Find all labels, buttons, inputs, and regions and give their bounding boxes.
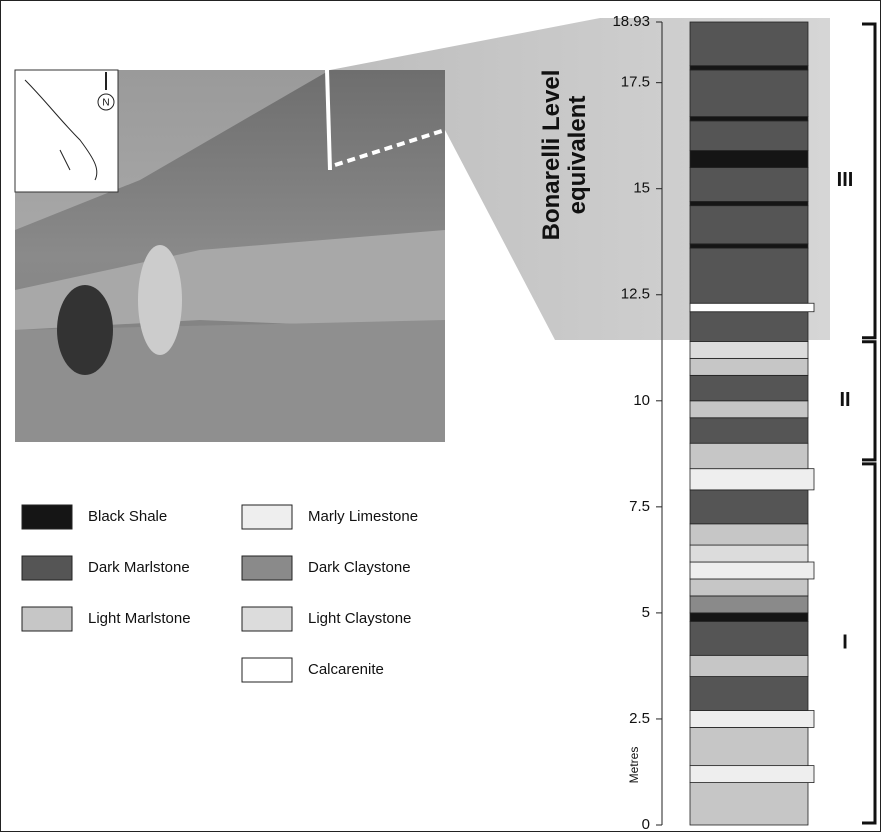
bed: [690, 766, 814, 783]
y-tick-label: 10: [633, 392, 650, 409]
bed: [690, 206, 808, 244]
legend-swatch: [22, 607, 72, 631]
unit-bracket: [862, 464, 875, 823]
bed: [690, 710, 814, 727]
bed: [690, 117, 808, 121]
bed: [690, 201, 808, 205]
bed: [690, 443, 808, 468]
figure: N Bonarelli Levelequivalent Metres 0 2.5 5…: [0, 0, 881, 832]
bed: [690, 727, 808, 765]
photo: N: [15, 70, 445, 442]
bed: [690, 121, 808, 151]
legend-label: Calcarenite: [308, 661, 384, 678]
unit-label: I: [842, 632, 848, 654]
y-tick-label: 18.93: [612, 13, 650, 30]
y-tick-label: 7.5: [629, 498, 650, 515]
bed: [690, 151, 808, 168]
legend-label: Light Marlstone: [88, 610, 191, 627]
bed: [690, 596, 808, 613]
bed: [690, 545, 808, 562]
bed: [690, 312, 808, 342]
legend-swatch: [242, 658, 292, 682]
bed: [690, 70, 808, 117]
north-label: N: [102, 98, 109, 109]
bed: [690, 418, 808, 443]
legend-swatch: [22, 505, 72, 529]
bed: [690, 66, 808, 70]
bed: [690, 579, 808, 596]
unit-bracket: [862, 24, 875, 338]
bed: [690, 783, 808, 825]
bed: [690, 562, 814, 579]
legend-swatch: [22, 556, 72, 580]
bed: [690, 677, 808, 711]
bed: [690, 524, 808, 545]
bed: [690, 655, 808, 676]
bed: [690, 167, 808, 201]
legend-label: Marly Limestone: [308, 508, 418, 525]
y-tick-label: 12.5: [621, 286, 650, 303]
annotation-line: equivalent: [564, 96, 591, 215]
y-tick-label: 5: [642, 604, 650, 621]
y-tick-label: 0: [642, 816, 650, 832]
legend-swatch: [242, 607, 292, 631]
bed: [690, 490, 808, 524]
bed: [690, 375, 808, 400]
bed: [690, 341, 808, 358]
legend-label: Light Claystone: [308, 610, 411, 627]
bed: [690, 613, 808, 621]
legend-swatch: [242, 556, 292, 580]
legend-swatch: [242, 505, 292, 529]
bed: [690, 358, 808, 375]
y-tick-label: 15: [633, 180, 650, 197]
bed: [690, 248, 808, 303]
annotation-line: Bonarelli Level: [538, 70, 565, 241]
legend-label: Dark Claystone: [308, 559, 411, 576]
y-tick-label: 17.5: [621, 74, 650, 91]
legend-label: Dark Marlstone: [88, 559, 190, 576]
y-tick-label: 2.5: [629, 710, 650, 727]
legend-label: Black Shale: [88, 508, 167, 525]
bed: [690, 244, 808, 248]
y-axis-label: Metres: [627, 747, 641, 784]
bed: [690, 621, 808, 655]
unit-label: II: [839, 389, 850, 411]
unit-label: III: [837, 169, 854, 191]
bed: [690, 22, 808, 66]
bed: [690, 401, 808, 418]
bed: [690, 303, 814, 311]
unit-bracket: [862, 342, 875, 460]
bed: [690, 469, 814, 490]
